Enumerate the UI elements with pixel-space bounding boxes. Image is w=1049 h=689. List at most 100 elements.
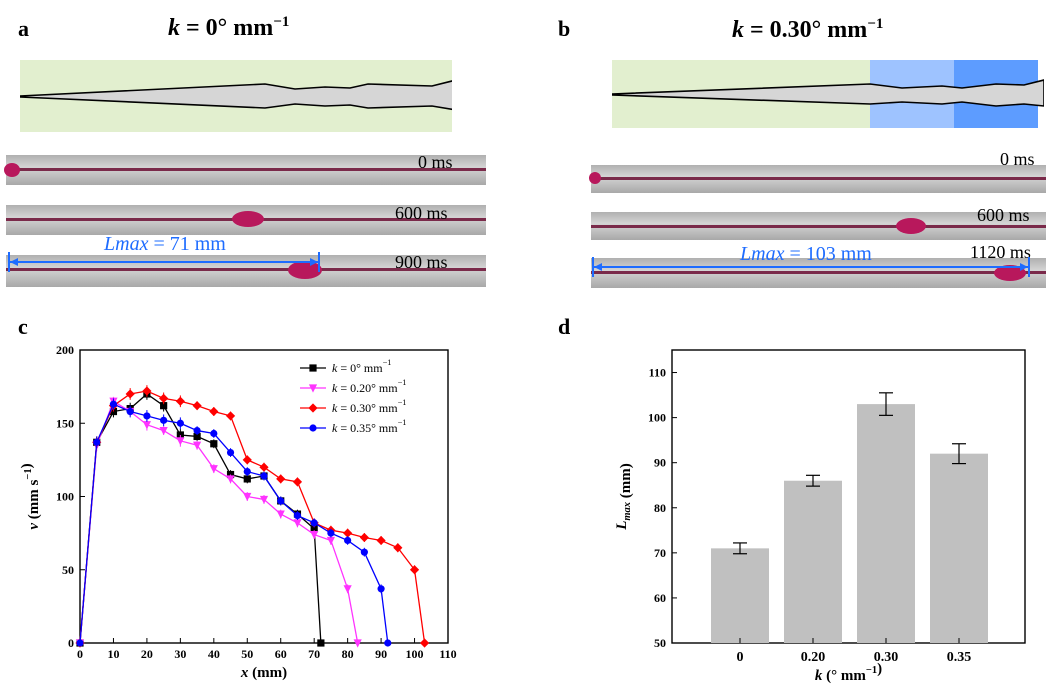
panel-b-droplet-0ms — [589, 172, 601, 184]
data-point-3-9 — [226, 448, 235, 457]
data-point-3-8 — [210, 429, 218, 438]
bar-y-tick-label-4: 90 — [654, 456, 666, 470]
x-tick-label-5: 50 — [241, 647, 253, 661]
x-tick-label-1: 10 — [107, 647, 119, 661]
panel-b-wedge-track — [612, 79, 1044, 107]
x-axis-label: x (mm) — [240, 665, 287, 681]
data-point-3-13 — [293, 511, 302, 520]
data-point-0-15 — [317, 639, 325, 647]
panel-b-title-exp: −1 — [867, 16, 884, 32]
data-point-3-2 — [109, 400, 118, 408]
bar-y-tick-label-2: 70 — [654, 546, 666, 560]
series-line-2 — [79, 390, 426, 644]
series-line-3 — [79, 403, 389, 644]
data-point-0-10 — [243, 475, 251, 483]
panel-a-wedge-track — [20, 80, 452, 111]
x-tick-label-10: 100 — [406, 647, 424, 661]
bar-2 — [857, 404, 915, 643]
y-tick-label-1: 50 — [62, 563, 74, 577]
bar-y-tick-label-3: 80 — [654, 501, 666, 515]
legend-label-0: k = 0° mm−1 — [332, 358, 391, 375]
panel-b-lmax-value: = 103 mm — [784, 243, 872, 265]
series-3 — [76, 398, 392, 647]
y-tick-label-2: 100 — [56, 490, 74, 504]
panel-b-schematic — [612, 60, 1044, 128]
data-point-3-19 — [384, 639, 392, 647]
data-point-2-9 — [225, 411, 236, 421]
panel-a-letter: a — [18, 16, 29, 41]
data-point-0-7 — [193, 432, 201, 441]
y-tick-label-4: 200 — [56, 343, 74, 357]
x-tick-label-8: 80 — [342, 647, 354, 661]
panel-a-track-line-1 — [6, 168, 486, 171]
panel-b-title-text: = 0.30° mm — [744, 17, 868, 43]
data-point-1-13 — [293, 519, 302, 528]
panel-b-time-1: 600 ms — [977, 205, 1030, 225]
data-point-2-5 — [159, 393, 169, 403]
data-point-3-18 — [377, 585, 385, 593]
panel-a-title-exp: −1 — [273, 14, 290, 30]
data-point-2-21 — [419, 638, 430, 648]
x-tick-label-6: 60 — [275, 647, 287, 661]
panel-b-time-2: 1120 ms — [970, 242, 1031, 262]
data-point-3-7 — [193, 426, 201, 435]
data-point-2-11 — [259, 462, 269, 472]
panel-a-frame-900ms — [6, 255, 486, 287]
data-point-0-14 — [310, 525, 318, 533]
velocity-line-chart: 0 10 20 30 40 50 60 70 80 90 100 110 0 50 100 150 200 x (… — [19, 343, 457, 681]
bar-y-tick-label-0: 50 — [654, 636, 666, 650]
panel-a-schematic — [20, 60, 452, 132]
panel-a-lmax-arrow — [8, 252, 320, 272]
y-tick-label-0: 0 — [68, 636, 74, 650]
bar-category-label-1: 0.20 — [801, 650, 826, 665]
panel-a-track-line-3 — [6, 268, 486, 271]
data-point-1-16 — [343, 585, 352, 594]
lmax-bar-chart: 50 60 70 80 90 100 110 0 0.20 0.30 0.35 k (° mm−1) L… — [614, 349, 1026, 684]
bar-category-label-2: 0.30 — [874, 650, 899, 665]
data-point-2-10 — [242, 455, 252, 465]
data-point-3-4 — [143, 412, 151, 420]
bar-category-label-3: 0.35 — [947, 650, 972, 665]
data-point-2-20 — [409, 565, 420, 575]
panel-b-lmax-arrow — [592, 257, 1030, 277]
data-point-2-17 — [359, 532, 369, 543]
x-tick-label-2: 20 — [141, 647, 153, 661]
data-point-3-14 — [310, 519, 318, 527]
legend-label-2: k = 0.30° mm−1 — [332, 398, 406, 415]
bar-3 — [930, 453, 988, 643]
data-point-3-16 — [344, 536, 352, 545]
data-point-2-16 — [343, 528, 353, 538]
legend-marker-2 — [308, 403, 318, 413]
data-point-1-8 — [209, 465, 218, 474]
legend-marker-3 — [309, 424, 317, 432]
x-tick-label-4: 40 — [208, 647, 220, 661]
panel-b-track-line-1 — [591, 177, 1046, 180]
bar-y-tick-label-6: 110 — [649, 366, 666, 380]
legend-label-1: k = 0.20° mm−1 — [332, 378, 406, 395]
panel-a-title: k = 0° mm−1 — [168, 14, 289, 42]
bar-y-axis-label: Lmax (mm) — [614, 463, 634, 531]
data-point-0-5 — [160, 402, 168, 410]
data-point-2-18 — [376, 535, 386, 546]
bar-0 — [711, 548, 769, 643]
data-point-2-13 — [292, 477, 303, 487]
data-point-1-5 — [159, 426, 168, 436]
bar-category-label-0: 0 — [737, 650, 744, 665]
panel-a-title-text: = 0° mm — [180, 15, 274, 41]
panel-b-title: k = 0.30° mm−1 — [732, 16, 883, 44]
data-point-3-12 — [277, 497, 285, 505]
panel-a-lmax-var: Lmax — [104, 233, 149, 255]
legend-marker-0 — [309, 364, 317, 372]
panel-b-droplet-1120ms — [994, 265, 1026, 281]
data-point-2-3 — [125, 389, 135, 399]
panel-b-time-0: 0 ms — [1000, 149, 1035, 169]
panel-a-droplet-900ms — [288, 261, 322, 279]
data-point-1-17 — [353, 639, 362, 648]
x-tick-label-9: 90 — [375, 647, 387, 661]
data-point-2-8 — [209, 406, 219, 417]
panel-c-letter: c — [18, 314, 28, 339]
data-point-1-15 — [326, 536, 336, 546]
bar-y-tick-label-5: 100 — [648, 411, 666, 425]
panel-a-lmax-label: Lmax = 71 mm — [104, 233, 226, 256]
data-point-1-7 — [192, 441, 202, 450]
